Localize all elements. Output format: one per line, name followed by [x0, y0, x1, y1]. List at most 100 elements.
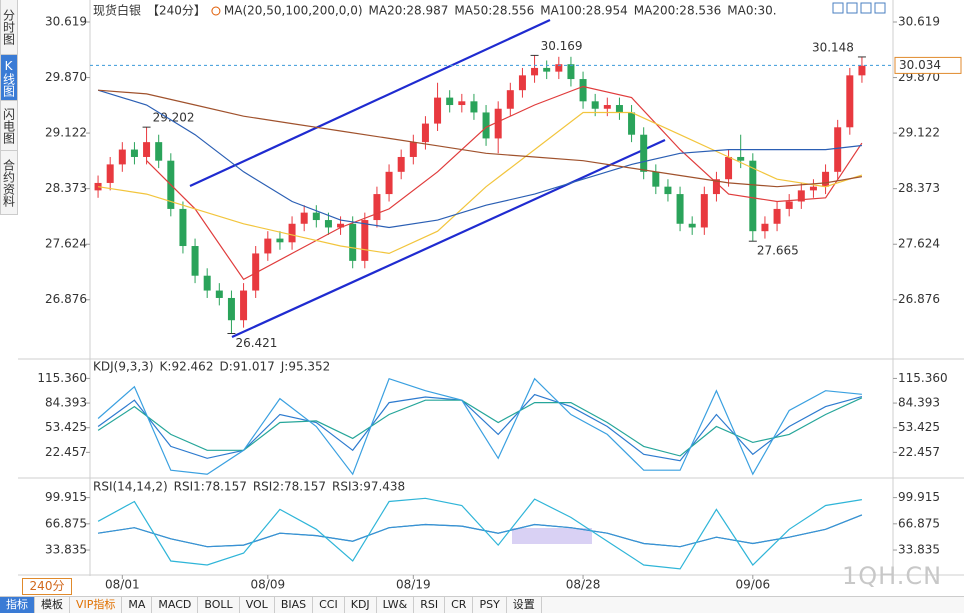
series-line [146, 85, 863, 281]
candle-body [725, 156, 733, 180]
y-tick-label: 84.393 [45, 396, 87, 410]
toolbar-tab[interactable]: VOL [240, 597, 275, 613]
sidebar-tab[interactable]: 合约资料 [0, 151, 18, 215]
candle-body [700, 194, 708, 228]
candle-body [591, 101, 599, 109]
y-tick-label: 29.122 [45, 126, 87, 140]
legend-entry: MA0:30. [727, 4, 776, 18]
candle-body [470, 101, 478, 113]
candle-body [749, 160, 757, 232]
candle-body [276, 238, 284, 243]
high-label: 29.202 [153, 111, 195, 125]
candle-body [628, 112, 636, 135]
toolbar-icons [832, 2, 886, 14]
y-tick-label: 53.425 [45, 420, 87, 434]
candle-body [300, 212, 308, 224]
candle-body [555, 64, 563, 72]
toolbar-tab[interactable]: BOLL [198, 597, 240, 613]
y-tick-label: 28.373 [898, 181, 940, 195]
period-label[interactable]: 240分 [22, 578, 72, 595]
y-tick-label: 66.875 [45, 516, 87, 530]
candle-body [809, 186, 817, 191]
y-tick-label: 84.393 [898, 396, 940, 410]
toolbar: 指标 模板 VIP指标 MA MACD BOLL VOL BIAS CCI KDJ LW& RSI CR… [0, 596, 964, 613]
legend-entry: RSI2:78.157 [253, 480, 326, 494]
series-line [97, 397, 863, 457]
y-tick-label: 26.876 [898, 292, 940, 306]
toolbar-tab[interactable]: PSY [473, 597, 507, 613]
y-tick-label: 30.619 [898, 14, 940, 28]
candle-body [337, 223, 345, 228]
candle-body [118, 149, 126, 165]
candle-body [227, 297, 235, 321]
x-tick-label: 09/06 [736, 578, 771, 592]
toolbar-tab[interactable]: MACD [152, 597, 199, 613]
candle-body [712, 179, 720, 195]
candle-body [603, 105, 611, 109]
toolbar-tab[interactable]: RSI [414, 597, 446, 613]
y-tick-label: 33.835 [45, 543, 87, 557]
candle-body [409, 142, 417, 157]
toolbar-tab[interactable]: VIP指标 [70, 597, 123, 613]
toolbar-tab[interactable]: 模板 [35, 597, 70, 613]
candle-body [106, 164, 114, 183]
icon[interactable] [846, 2, 858, 14]
candle-body [203, 275, 211, 291]
toolbar-tab[interactable]: KDJ [345, 597, 377, 613]
x-tick-label: 08/28 [566, 578, 601, 592]
toolbar-tab[interactable]: CR [445, 597, 474, 613]
sidebar-tab[interactable]: 闪电图 [0, 101, 18, 151]
sidebar-tab[interactable]: K线图 [0, 55, 18, 101]
icon[interactable] [860, 2, 872, 14]
series-line [98, 514, 863, 548]
series-line [97, 377, 862, 476]
candle-body [215, 290, 223, 298]
last-price-box [894, 56, 962, 74]
toolbar-tab[interactable]: LW& [377, 597, 415, 613]
y-tick-label: 115.360 [37, 371, 87, 385]
candle-body [579, 79, 587, 102]
candle-body [640, 134, 648, 172]
panel-title: 现货白银 [93, 3, 141, 18]
candle-body [349, 223, 357, 261]
candle-body [482, 112, 490, 139]
y-tick-label: 33.835 [898, 543, 940, 557]
icon[interactable] [874, 2, 886, 14]
legend-entry: MA200:28.536 [634, 4, 722, 18]
highlight-box [512, 528, 592, 544]
y-tick-label: 99.915 [898, 490, 940, 504]
toolbar-tab[interactable]: CCI [313, 597, 345, 613]
candle-body [94, 182, 102, 191]
toolbar-tab[interactable]: BIAS [275, 597, 314, 613]
toolbar-tab[interactable]: MA [122, 597, 153, 613]
y-tick-label: 22.457 [898, 445, 940, 459]
candle-body [385, 171, 393, 195]
candle-body [361, 220, 369, 261]
icon[interactable] [832, 2, 844, 14]
toolbar-tab[interactable]: 指标 [0, 597, 35, 613]
candle-body [785, 201, 793, 209]
candle-body [130, 149, 138, 157]
legend-entry: J:95.352 [280, 360, 331, 374]
x-tick-label: 08/01 [105, 578, 140, 592]
sidebar-tab[interactable]: 分时图 [0, 0, 18, 55]
chart-background [0, 0, 964, 594]
candle-body [324, 220, 332, 228]
candle-body [797, 190, 805, 202]
candle-body [652, 171, 660, 187]
y-tick-label: 28.373 [45, 181, 87, 195]
sidebar: 分时图 K线图 闪电图 合约资料 [0, 0, 18, 215]
candle-body [421, 123, 429, 143]
y-tick-label: 66.875 [898, 516, 940, 530]
panel-title: KDJ(9,3,3) [93, 360, 154, 374]
candle-body [264, 238, 272, 254]
legend-entry: RSI3:97.438 [332, 480, 405, 494]
candle-body [518, 75, 526, 91]
y-tick-label: 26.876 [45, 292, 87, 306]
candle-body [155, 142, 163, 161]
settings-icon [211, 6, 221, 16]
toolbar-tab[interactable]: 设置 [507, 597, 542, 613]
y-tick-label: 99.915 [45, 490, 87, 504]
candle-body [858, 65, 866, 76]
